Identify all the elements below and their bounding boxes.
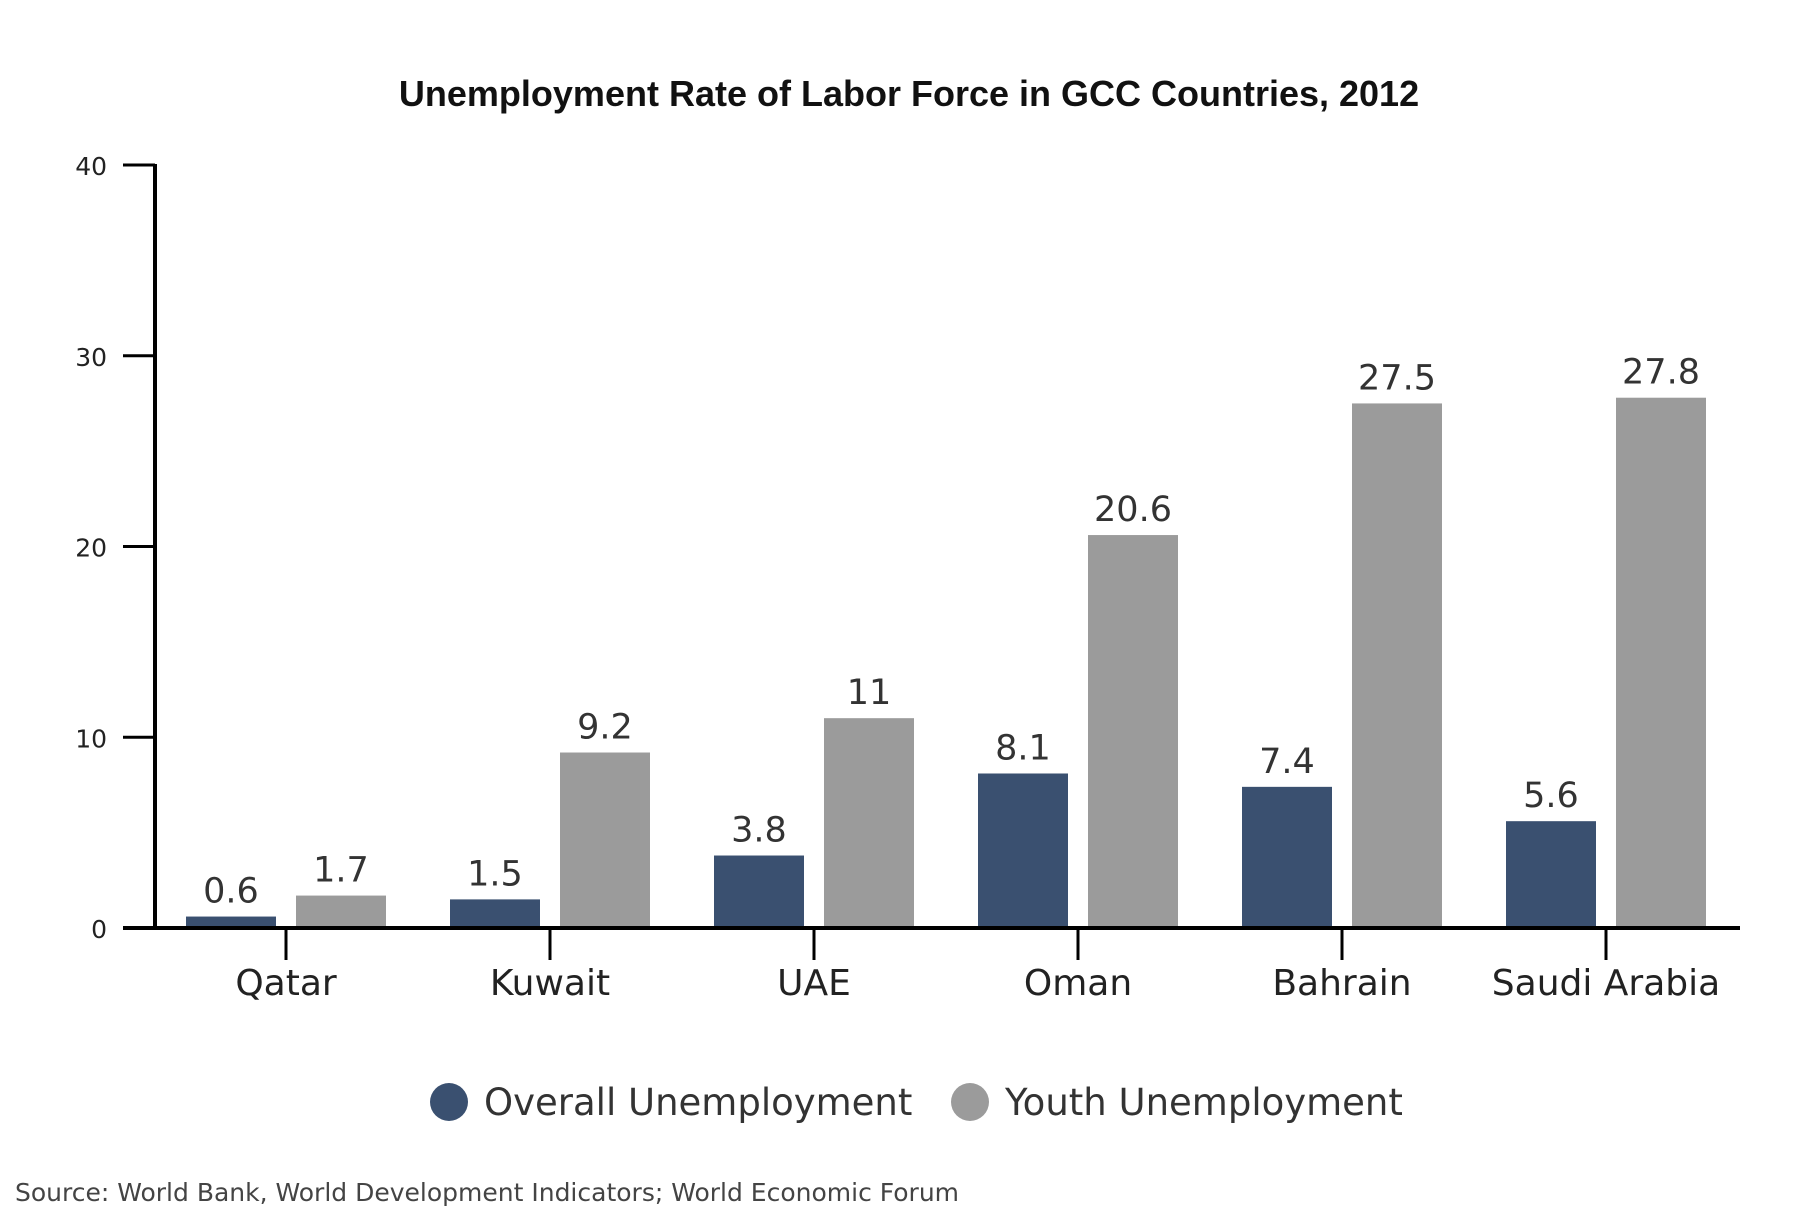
data-label-youth-3: 20.6 [1094, 490, 1172, 530]
bar-overall-0 [186, 916, 276, 928]
data-label-overall-0: 0.6 [203, 872, 259, 912]
chart-title: Unemployment Rate of Labor Force in GCC … [399, 73, 1419, 114]
data-label-overall-5: 5.6 [1523, 776, 1579, 816]
legend-swatch-overall [430, 1083, 468, 1121]
x-tick-label-3: Oman [1024, 963, 1132, 1004]
bar-youth-4 [1352, 403, 1442, 928]
y-tick-label-4: 40 [75, 152, 107, 181]
bar-youth-2 [824, 718, 914, 928]
data-label-youth-5: 27.8 [1622, 353, 1700, 393]
bar-overall-5 [1506, 821, 1596, 928]
data-label-overall-3: 8.1 [995, 728, 1051, 768]
bar-overall-2 [714, 855, 804, 928]
data-label-youth-1: 9.2 [577, 708, 633, 748]
bar-youth-3 [1088, 535, 1178, 928]
source-note: Source: World Bank, World Development In… [15, 1178, 959, 1207]
data-label-overall-1: 1.5 [467, 854, 523, 894]
bar-overall-1 [450, 899, 540, 928]
bar-overall-4 [1242, 786, 1332, 928]
legend-swatch-youth [951, 1083, 989, 1121]
bar-overall-3 [978, 773, 1068, 928]
y-tick-label-3: 30 [75, 343, 107, 372]
bar-youth-1 [560, 752, 650, 928]
data-label-youth-4: 27.5 [1358, 358, 1436, 398]
data-label-youth-0: 1.7 [313, 851, 369, 891]
x-tick-label-5: Saudi Arabia [1492, 963, 1720, 1004]
legend-label-overall: Overall Unemployment [484, 1081, 912, 1124]
bar-youth-0 [296, 895, 386, 928]
legend-label-youth: Youth Unemployment [1004, 1081, 1403, 1124]
x-tick-label-0: Qatar [235, 963, 337, 1004]
data-label-overall-4: 7.4 [1259, 742, 1315, 782]
x-tick-label-2: UAE [777, 963, 851, 1004]
data-label-overall-2: 3.8 [731, 811, 787, 851]
x-tick-label-1: Kuwait [490, 963, 610, 1004]
x-tick-label-4: Bahrain [1272, 963, 1411, 1004]
plot-area: 0.6 1.7 1.5 9.2 3.8 11 8.1 20.6 7.4 27.5 5.6 27.8 0 1… [75, 152, 1740, 1004]
bar-youth-5 [1616, 397, 1706, 929]
y-tick-label-1: 10 [75, 724, 107, 753]
data-label-youth-2: 11 [847, 673, 892, 713]
legend: Overall Unemployment Youth Unemployment [430, 1081, 1403, 1124]
y-tick-label-2: 20 [75, 534, 107, 563]
y-tick-label-0: 0 [91, 915, 107, 944]
